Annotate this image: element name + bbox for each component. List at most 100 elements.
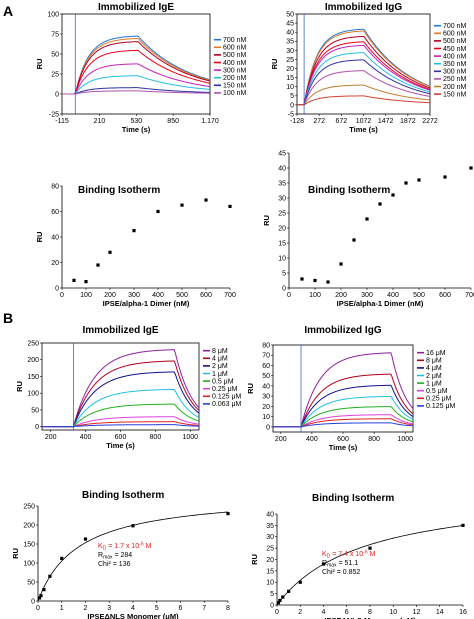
x-tick-label: 700 (224, 292, 236, 299)
legend-label: 4 μM (426, 365, 442, 372)
y-tick-label: 35 (278, 180, 286, 187)
legend-label: 300 nM (443, 69, 467, 76)
y-tick-label: 0 (31, 598, 35, 605)
data-point (39, 594, 43, 598)
x-tick-label: 600 (337, 436, 349, 443)
legend-label: 150 nM (443, 91, 467, 98)
x-axis-title: IPSE/alpha-1 Dimer (nM) (337, 299, 424, 308)
x-tick-label: 100 (80, 292, 92, 299)
legend-label: 200 nM (223, 75, 247, 82)
x-tick-label: -128 (290, 118, 304, 125)
x-tick-label: 200 (104, 292, 116, 299)
y-tick-label: 150 (27, 374, 39, 381)
y-tick-label: 35 (266, 523, 274, 530)
series-line (62, 35, 211, 95)
data-point (96, 263, 100, 267)
legend-label: 100 nM (223, 90, 247, 97)
chart-B-isotherm-IgG: Binding Isotherm 0 5 10 15 20 25 30 35 40 0 2 4 6 8 10 1… (250, 493, 467, 619)
chart-title: Immobilized IgE (82, 325, 158, 336)
x-tick-label: 6 (179, 605, 183, 612)
chart-B-isotherm-IgE: Binding Isotherm 0 50 100 150 200 250 0 1 2 3 4 5 6 7 8… (11, 490, 230, 619)
legend-label: 0.5 μM (212, 378, 234, 385)
y-tick-label: 50 (51, 51, 59, 58)
series-line (297, 70, 431, 106)
y-axis-title: RU (246, 383, 255, 394)
data-point (298, 580, 302, 584)
y-tick-label: 50 (31, 407, 39, 414)
y-tick-label: 150 (23, 541, 35, 548)
y-tick-label: 25 (266, 546, 274, 553)
y-tick-label: 30 (286, 48, 294, 55)
y-tick-label: 200 (27, 357, 39, 364)
y-tick-label: 75 (51, 31, 59, 38)
series-line (273, 422, 414, 428)
x-tick-label: 700 (465, 292, 474, 299)
data-point (72, 278, 76, 282)
data-point (365, 217, 369, 221)
data-point (352, 238, 356, 242)
legend-label: 0.25 μM (212, 386, 238, 393)
y-tick-label: 0 (290, 102, 294, 109)
y-tick-label: 10 (278, 255, 286, 262)
x-tick-label: 8 (226, 605, 230, 612)
series-line (273, 406, 414, 428)
x-tick-label: 800 (368, 436, 380, 443)
y-tick-label: 40 (266, 511, 274, 518)
x-tick-label: 8 (368, 609, 372, 616)
x-tick-label: 0 (36, 605, 40, 612)
data-point (84, 280, 88, 284)
legend-label: 0.25 μM (426, 396, 452, 403)
x-tick-label: 400 (387, 292, 399, 299)
data-point (180, 203, 184, 207)
legend-label: 600 nM (223, 45, 247, 52)
y-tick-label: 40 (262, 383, 270, 390)
legend-label: 8 μM (426, 358, 442, 365)
x-tick-label: 400 (306, 436, 318, 443)
y-tick-label: 60 (262, 363, 270, 370)
data-point (313, 278, 317, 283)
x-tick-label: 1 (60, 605, 64, 612)
x-tick-label: 600 (200, 292, 212, 299)
y-axis-title: RU (15, 381, 24, 392)
y-tick-label: 100 (47, 11, 59, 18)
y-axis-title: RU (262, 215, 271, 226)
y-tick-label: 250 (23, 503, 35, 510)
y-axis-title: RU (35, 232, 44, 243)
series-line (62, 63, 211, 95)
legend-label: 0.063 μM (212, 401, 241, 408)
series-line (297, 30, 431, 106)
legend-label: 500 nM (223, 52, 247, 59)
y-tick-label: 200 (23, 522, 35, 529)
x-tick-label: 4 (131, 605, 135, 612)
data-point (108, 250, 112, 254)
y-tick-label: 25 (51, 71, 59, 78)
series-line (62, 75, 211, 95)
y-tick-label: 50 (27, 579, 35, 586)
series-line (42, 403, 200, 428)
x-tick-label: 1000 (182, 434, 198, 441)
x-tick-label: 500 (176, 292, 188, 299)
series-line (62, 87, 211, 95)
y-tick-label: 80 (51, 183, 59, 190)
legend-label: 350 nM (443, 61, 467, 68)
x-tick-label: 300 (361, 292, 373, 299)
chart-title: Immobilized IgG (325, 2, 402, 13)
legend-label: 450 nM (443, 46, 467, 53)
x-tick-label: 4 (322, 609, 326, 616)
series-line (273, 395, 414, 428)
legend-label: 0.125 μM (426, 403, 455, 410)
x-tick-label: 7 (202, 605, 206, 612)
data-point (83, 537, 88, 541)
y-tick-label: 50 (262, 373, 270, 380)
data-point (368, 546, 372, 550)
x-tick-label: 530 (130, 118, 142, 125)
y-tick-label: 30 (262, 394, 270, 401)
y-tick-label: 15 (266, 568, 274, 575)
legend-label: 200 nM (443, 84, 467, 91)
panel-b-label: B (3, 310, 13, 326)
data-point (300, 277, 304, 281)
x-tick-label: 1000 (397, 436, 413, 443)
data-point (228, 204, 232, 208)
legend-label: 600 nM (443, 31, 467, 38)
x-tick-label: 300 (128, 292, 140, 299)
